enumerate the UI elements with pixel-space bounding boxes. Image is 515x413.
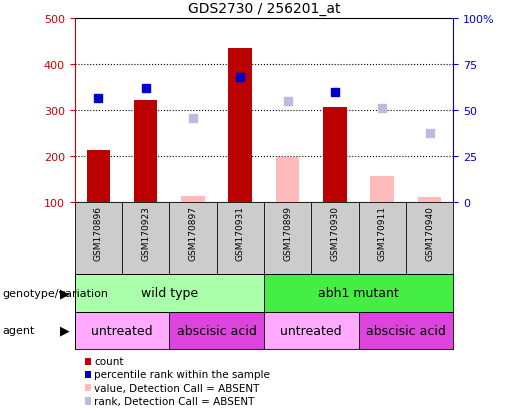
Bar <box>75 312 169 349</box>
Text: abscisic acid: abscisic acid <box>177 324 256 337</box>
Text: abscisic acid: abscisic acid <box>366 324 446 337</box>
Bar <box>229 48 252 202</box>
Text: wild type: wild type <box>141 287 198 300</box>
Bar <box>418 198 441 202</box>
Text: abh1 mutant: abh1 mutant <box>318 287 399 300</box>
Text: GSM170940: GSM170940 <box>425 206 434 261</box>
Text: count: count <box>94 356 124 366</box>
Text: GSM170911: GSM170911 <box>377 206 387 261</box>
Text: ▶: ▶ <box>60 287 70 300</box>
Text: ▶: ▶ <box>60 324 70 337</box>
Bar <box>87 151 110 202</box>
Text: rank, Detection Call = ABSENT: rank, Detection Call = ABSENT <box>94 396 254 406</box>
Text: untreated: untreated <box>91 324 153 337</box>
Text: percentile rank within the sample: percentile rank within the sample <box>94 370 270 380</box>
Bar <box>370 177 394 202</box>
Text: GSM170897: GSM170897 <box>188 206 197 261</box>
Text: value, Detection Call = ABSENT: value, Detection Call = ABSENT <box>94 383 260 393</box>
Bar <box>264 312 358 349</box>
Text: genotype/variation: genotype/variation <box>3 288 109 298</box>
Bar <box>358 312 453 349</box>
Text: agent: agent <box>3 325 35 335</box>
Bar <box>75 275 264 312</box>
Text: GSM170896: GSM170896 <box>94 206 103 261</box>
Bar <box>134 101 158 202</box>
Bar <box>181 197 205 202</box>
Title: GDS2730 / 256201_at: GDS2730 / 256201_at <box>187 2 340 16</box>
Text: untreated: untreated <box>281 324 342 337</box>
Bar <box>323 108 347 202</box>
Text: GSM170931: GSM170931 <box>236 206 245 261</box>
Bar <box>264 275 453 312</box>
Text: GSM170923: GSM170923 <box>141 206 150 261</box>
Bar <box>276 158 299 202</box>
Text: GSM170930: GSM170930 <box>331 206 339 261</box>
Text: GSM170899: GSM170899 <box>283 206 292 261</box>
Bar <box>169 312 264 349</box>
